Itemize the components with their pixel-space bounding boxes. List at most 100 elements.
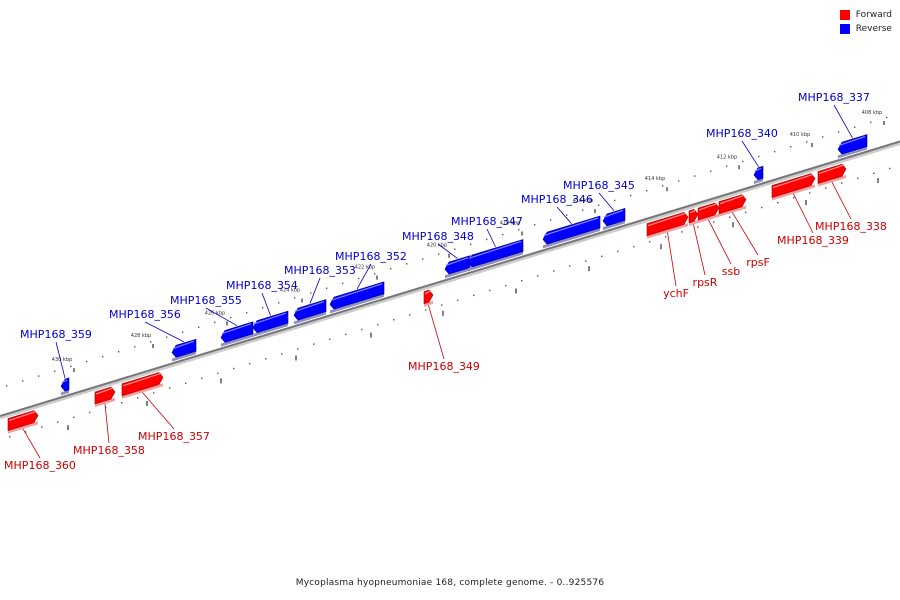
track-dot [70, 365, 72, 368]
feature-shadow [838, 146, 867, 159]
track-dots [6, 116, 891, 438]
track-dot [278, 302, 280, 304]
track-dot [313, 343, 315, 345]
track-dot [822, 136, 824, 138]
feature-shadow [543, 228, 600, 249]
gene-ssb [697, 202, 720, 221]
track-dot [89, 411, 91, 414]
label-MHP168_337: MHP168_337 [798, 91, 870, 104]
scale-tick-label: 408 kbp [862, 110, 882, 116]
track-dot [182, 331, 184, 333]
track-dot [198, 326, 200, 329]
track-dot [118, 351, 120, 353]
feature-shadow [445, 267, 470, 279]
label-MHP168_349: MHP168_349 [408, 360, 480, 373]
track-dot [710, 170, 712, 172]
label-MHP168_359: MHP168_359 [20, 328, 92, 341]
legend: Forward Reverse [839, 8, 892, 36]
gene-MHP168_359 [60, 377, 70, 392]
feature-shadow [818, 174, 846, 187]
legend-swatch-reverse [839, 24, 850, 34]
leader-rpsF [732, 212, 759, 256]
feature-shadow [719, 205, 746, 217]
track-dot [729, 216, 731, 218]
track-dot [54, 370, 56, 372]
leader-MHP168_353 [309, 277, 321, 304]
gene-MHP168_340 [753, 165, 764, 181]
feature-shadow [294, 311, 326, 325]
track-dot [646, 189, 648, 192]
track-dot [585, 260, 587, 262]
leader-MHP168_347 [486, 228, 496, 248]
feature-shadow [8, 421, 38, 434]
track-dot [713, 221, 715, 223]
gene-ychF [646, 212, 689, 237]
track-dot [457, 299, 459, 301]
gene-MHP168_356 [171, 338, 197, 358]
label-MHP168_356: MHP168_356 [109, 308, 181, 321]
label-rpsF: rpsF [746, 256, 770, 269]
track-dot [777, 201, 779, 204]
label-MHP168_357: MHP168_357 [138, 430, 210, 443]
feature-shadow [468, 251, 523, 272]
track-dot [758, 155, 760, 158]
leader-MHP168_358 [104, 403, 110, 444]
feature-shadow [221, 333, 253, 347]
track-dot [681, 231, 683, 233]
feature-highlight [95, 387, 114, 395]
scale-tick-label: 418 kbp [500, 220, 520, 226]
leader-MHP168_359 [55, 341, 66, 379]
track-dot [633, 245, 635, 248]
legend-label-reverse: Reverse [855, 24, 892, 34]
scale-tick-label: 410 kbp [790, 132, 810, 138]
track-dot [809, 192, 811, 194]
leader-MHP168_338 [831, 182, 852, 220]
label-MHP168_339: MHP168_339 [777, 234, 849, 247]
feature-shadow [772, 184, 815, 201]
label-MHP168_345: MHP168_345 [563, 179, 635, 192]
gene-MHP168_355 [220, 321, 254, 343]
feature-shadow [95, 397, 115, 408]
track-dot [409, 314, 411, 316]
track-dot [838, 131, 840, 133]
track-dot [406, 263, 408, 265]
feature-highlight [818, 164, 845, 175]
backbone [0, 140, 900, 420]
label-rpsR: rpsR [693, 276, 718, 289]
track-dot [854, 126, 856, 128]
track-dot [742, 160, 744, 163]
label-MHP168_347: MHP168_347 [451, 215, 523, 228]
legend-swatch-forward [839, 10, 850, 20]
track-dot [598, 204, 600, 207]
leader-MHP168_348 [437, 243, 458, 259]
gene-MHP168_346 [542, 215, 601, 245]
track-dot [886, 116, 888, 119]
track-dot [726, 165, 728, 167]
gene-MHP168_358 [94, 386, 116, 405]
track-dot [793, 197, 795, 199]
leader-rpsR [693, 224, 706, 276]
feature-highlight [221, 323, 252, 335]
track-dot [38, 375, 40, 377]
scale-tick-label: 412 kbp [717, 154, 737, 160]
leader-MHP168_346 [556, 206, 572, 224]
genome-caption: Mycoplasma hyopneumoniae 168, complete g… [295, 578, 605, 588]
track-dot [342, 282, 344, 285]
track-dot [678, 180, 680, 182]
track-dot [790, 146, 792, 148]
features [7, 134, 868, 434]
gene-MHP168_352 [329, 281, 385, 310]
track-dot [281, 353, 283, 355]
track-dot [86, 360, 88, 363]
track-dot [806, 141, 808, 143]
feature-shadow [754, 178, 763, 185]
track-dot [566, 214, 568, 216]
feature-labels: MHP168_360 MHP168_359 MHP168_358MHP168_357… [4, 91, 887, 472]
track-dot [358, 277, 360, 280]
track-dot [694, 175, 696, 177]
track-dot [502, 233, 504, 236]
leader-MHP168_340 [741, 140, 759, 167]
legend-item-reverse: Reverse [839, 22, 892, 36]
track-dot [361, 328, 363, 331]
feature-highlight [61, 379, 68, 383]
